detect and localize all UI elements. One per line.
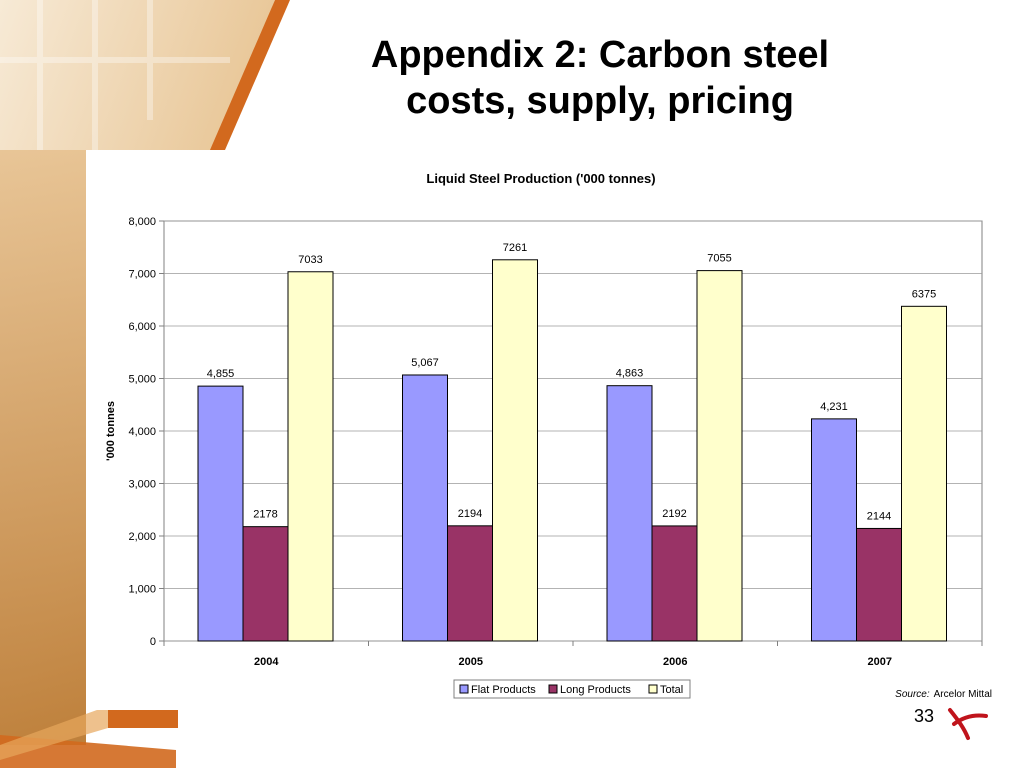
company-logo xyxy=(948,708,988,740)
source-line: Source: Arcelor Mittal xyxy=(895,689,992,700)
bar-long-products xyxy=(856,527,902,642)
source-label: Source: xyxy=(895,689,930,700)
bar-flat-products xyxy=(811,418,857,642)
y-tick-label: 5,000 xyxy=(128,374,156,386)
data-label: 4,863 xyxy=(616,368,644,380)
chart-legend: Flat Products Long Products Total xyxy=(453,679,691,699)
bar-total xyxy=(492,259,538,642)
bar-total xyxy=(901,305,947,642)
bar-total xyxy=(696,270,743,642)
data-label: 7033 xyxy=(298,254,322,266)
bar-long-products xyxy=(447,525,493,642)
bar-long-products xyxy=(651,525,698,642)
y-axis-label: '000 tonnes xyxy=(105,401,117,461)
x-tick-label: 2006 xyxy=(663,656,687,668)
legend-label: Total xyxy=(660,684,683,696)
data-label: 2178 xyxy=(253,509,277,521)
data-label: 5,067 xyxy=(411,357,439,369)
y-tick-label: 0 xyxy=(150,636,156,648)
y-tick-label: 4,000 xyxy=(128,426,156,438)
bar-flat-products xyxy=(402,374,448,642)
legend-label: Flat Products xyxy=(471,684,536,696)
bar-long-products xyxy=(242,526,289,642)
data-label: 6375 xyxy=(912,288,936,300)
y-tick-label: 7,000 xyxy=(128,269,156,281)
legend-box xyxy=(453,679,691,699)
data-label: 2144 xyxy=(867,510,891,522)
chart-title: Liquid Steel Production ('000 tonnes) xyxy=(426,171,655,186)
bar-total xyxy=(287,271,334,642)
y-tick-label: 3,000 xyxy=(128,479,156,491)
orange-tab xyxy=(108,706,178,728)
data-label: 4,231 xyxy=(820,401,848,413)
legend-swatch xyxy=(648,684,658,694)
page-title-line-1: Appendix 2: Carbon steel xyxy=(370,34,830,76)
y-tick-label: 1,000 xyxy=(128,584,156,596)
data-label: 4,855 xyxy=(207,368,235,380)
x-tick-label: 2005 xyxy=(459,656,483,668)
plot-area: 0 1,000 2,000 3,000 4,000 5,000 6,000 7,000 8,00… xyxy=(128,216,983,668)
data-label: 7055 xyxy=(707,253,731,265)
bar-chart: Liquid Steel Production ('000 tonnes) 0 1… xyxy=(105,171,983,699)
y-tick-label: 2,000 xyxy=(128,531,156,543)
data-label: 7261 xyxy=(503,242,527,254)
page-number: 33 xyxy=(914,706,935,726)
bottom-accent xyxy=(0,706,108,760)
legend-swatch xyxy=(548,684,558,694)
page-title: Appendix 2: Carbon steel costs, supply, … xyxy=(330,32,870,124)
page-title-line-2: costs, supply, pricing xyxy=(406,80,794,122)
data-label: 2194 xyxy=(458,508,482,520)
data-label: 2192 xyxy=(662,508,686,520)
x-tick-label: 2007 xyxy=(868,656,892,668)
legend-swatch xyxy=(459,684,469,694)
x-tick-label: 2004 xyxy=(254,656,279,668)
y-tick-label: 6,000 xyxy=(128,321,156,333)
legend-label: Long Products xyxy=(560,684,631,696)
y-tick-label: 8,000 xyxy=(128,216,156,228)
left-strip xyxy=(0,150,86,745)
photo-texture xyxy=(0,0,230,150)
bar-flat-products xyxy=(197,385,244,642)
source-value: Arcelor Mittal xyxy=(933,689,992,700)
bar-flat-products xyxy=(606,385,653,642)
